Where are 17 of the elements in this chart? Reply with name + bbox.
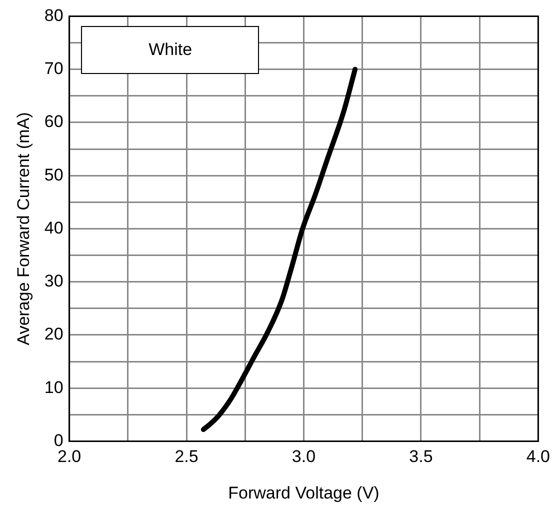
x-axis-title: Forward Voltage (V) [228,483,380,502]
x-tick-label: 2.0 [57,447,82,466]
y-axis-title: Average Forward Current (mA) [14,112,33,346]
y-tick-label: 20 [44,324,64,344]
x-tick-label: 4.0 [526,447,550,466]
y-tick-label: 60 [44,112,64,132]
legend-box: White [81,26,260,74]
y-tick-label: 0 [54,430,64,450]
y-tick-label: 10 [44,378,64,397]
y-tick-label: 50 [44,165,64,184]
y-tick-label: 70 [44,59,64,78]
x-tick-label: 2.5 [174,447,198,466]
x-tick-label: 3.5 [409,447,433,466]
y-tick-label: 40 [44,218,64,238]
y-tick-label: 30 [44,272,64,291]
x-tick-label: 3.0 [292,447,316,466]
y-tick-label: 80 [44,6,64,25]
